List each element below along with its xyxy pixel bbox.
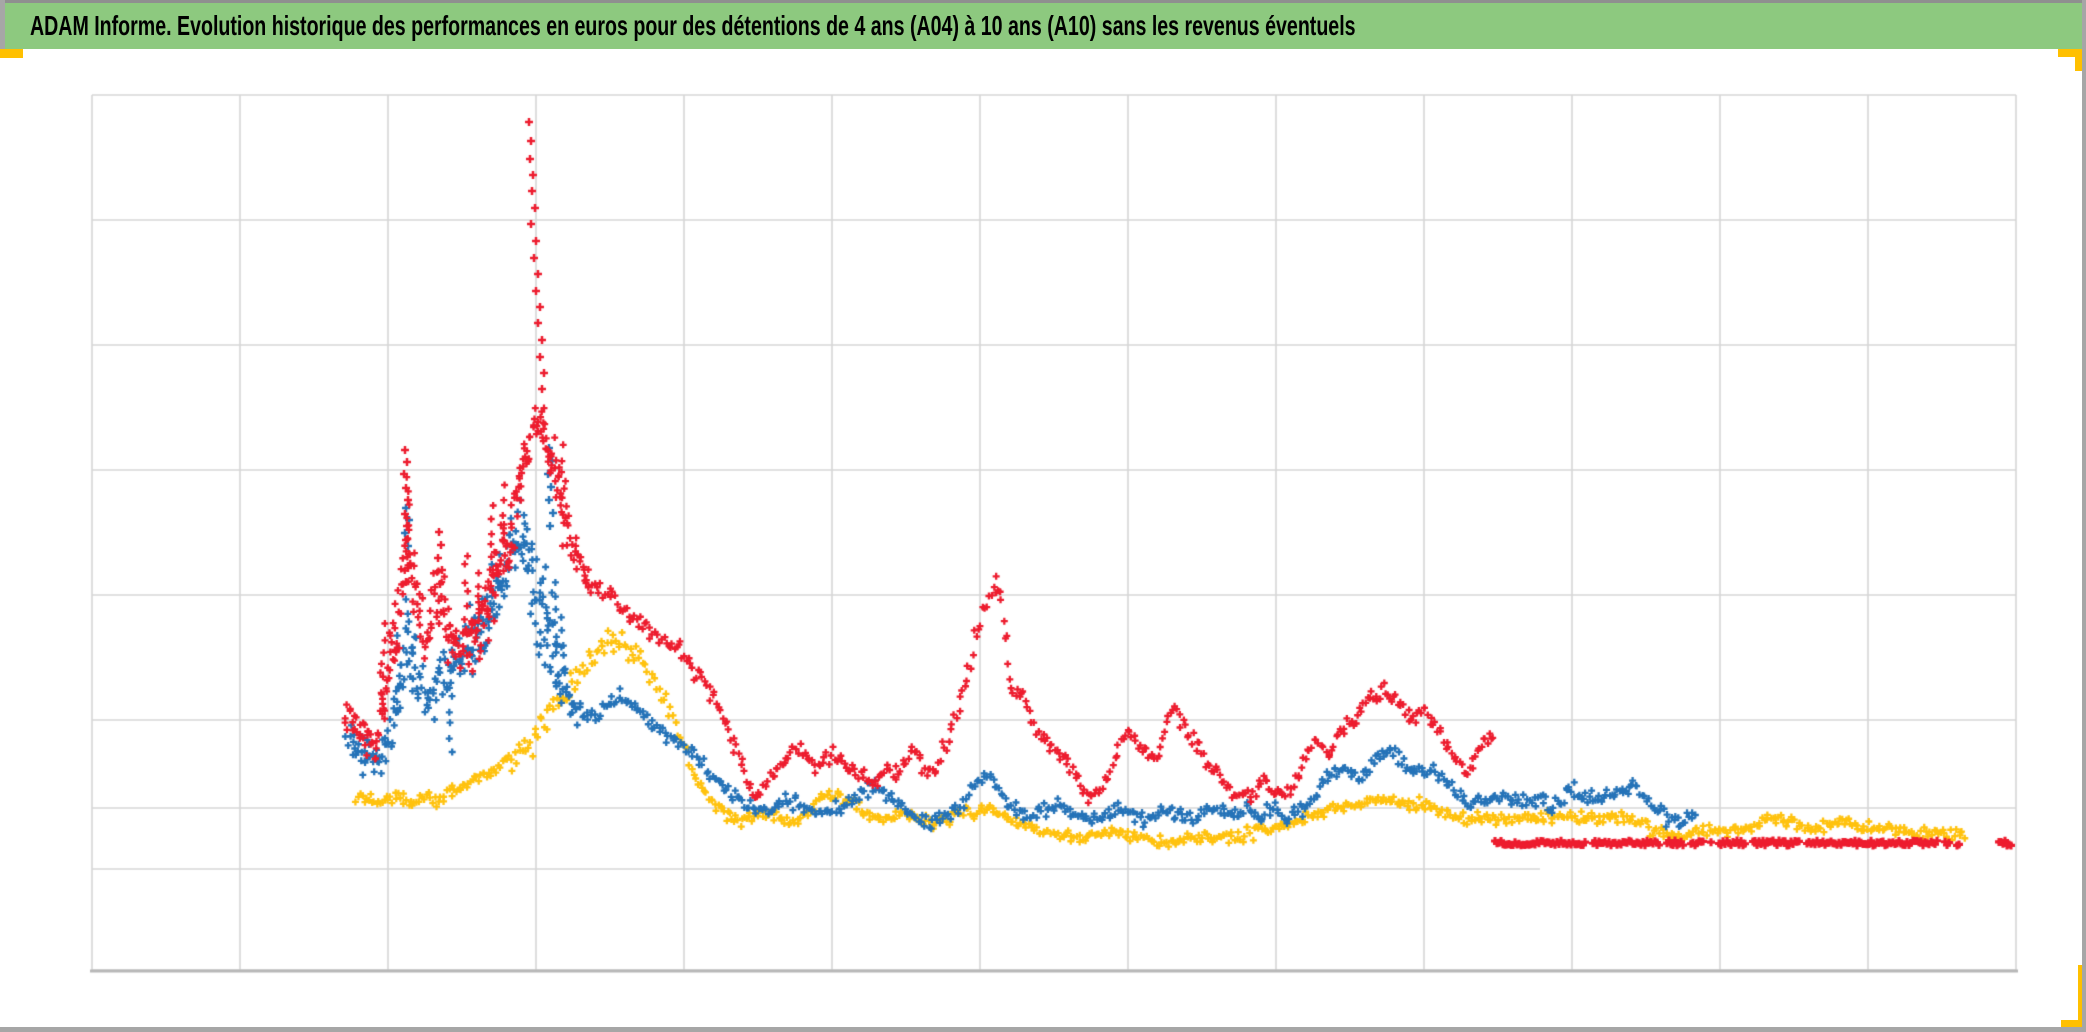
- selection-handle-bottom-right-foot: [2061, 1020, 2086, 1029]
- window-right-border: [2082, 0, 2086, 1032]
- selection-handle-top-right-v: [2075, 49, 2083, 71]
- selection-handle-top-right-h: [2058, 49, 2083, 57]
- window-bottom-border: [0, 1027, 2086, 1032]
- selection-handle-bottom-right-v: [2078, 965, 2084, 1028]
- selection-handle-left: [0, 49, 23, 58]
